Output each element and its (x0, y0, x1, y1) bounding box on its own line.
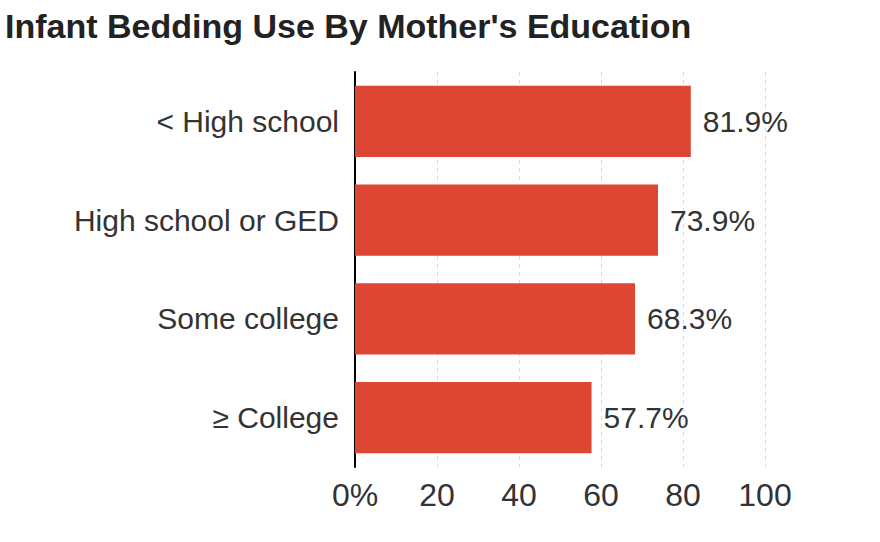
svg-text:40: 40 (501, 477, 537, 513)
svg-text:< High school: < High school (156, 105, 339, 138)
svg-text:68.3%: 68.3% (647, 302, 732, 335)
svg-text:57.7%: 57.7% (604, 401, 689, 434)
svg-text:0%: 0% (332, 477, 378, 513)
svg-text:60: 60 (583, 477, 619, 513)
svg-text:≥ College: ≥ College (212, 401, 339, 434)
svg-text:High school or GED: High school or GED (74, 204, 339, 237)
svg-text:81.9%: 81.9% (703, 105, 788, 138)
svg-text:80: 80 (665, 477, 701, 513)
svg-text:Some college: Some college (157, 302, 339, 335)
svg-text:73.9%: 73.9% (670, 204, 755, 237)
svg-text:100: 100 (738, 477, 791, 513)
svg-text:Infant Bedding Use By Mother's: Infant Bedding Use By Mother's Education (5, 7, 691, 45)
svg-text:20: 20 (419, 477, 455, 513)
